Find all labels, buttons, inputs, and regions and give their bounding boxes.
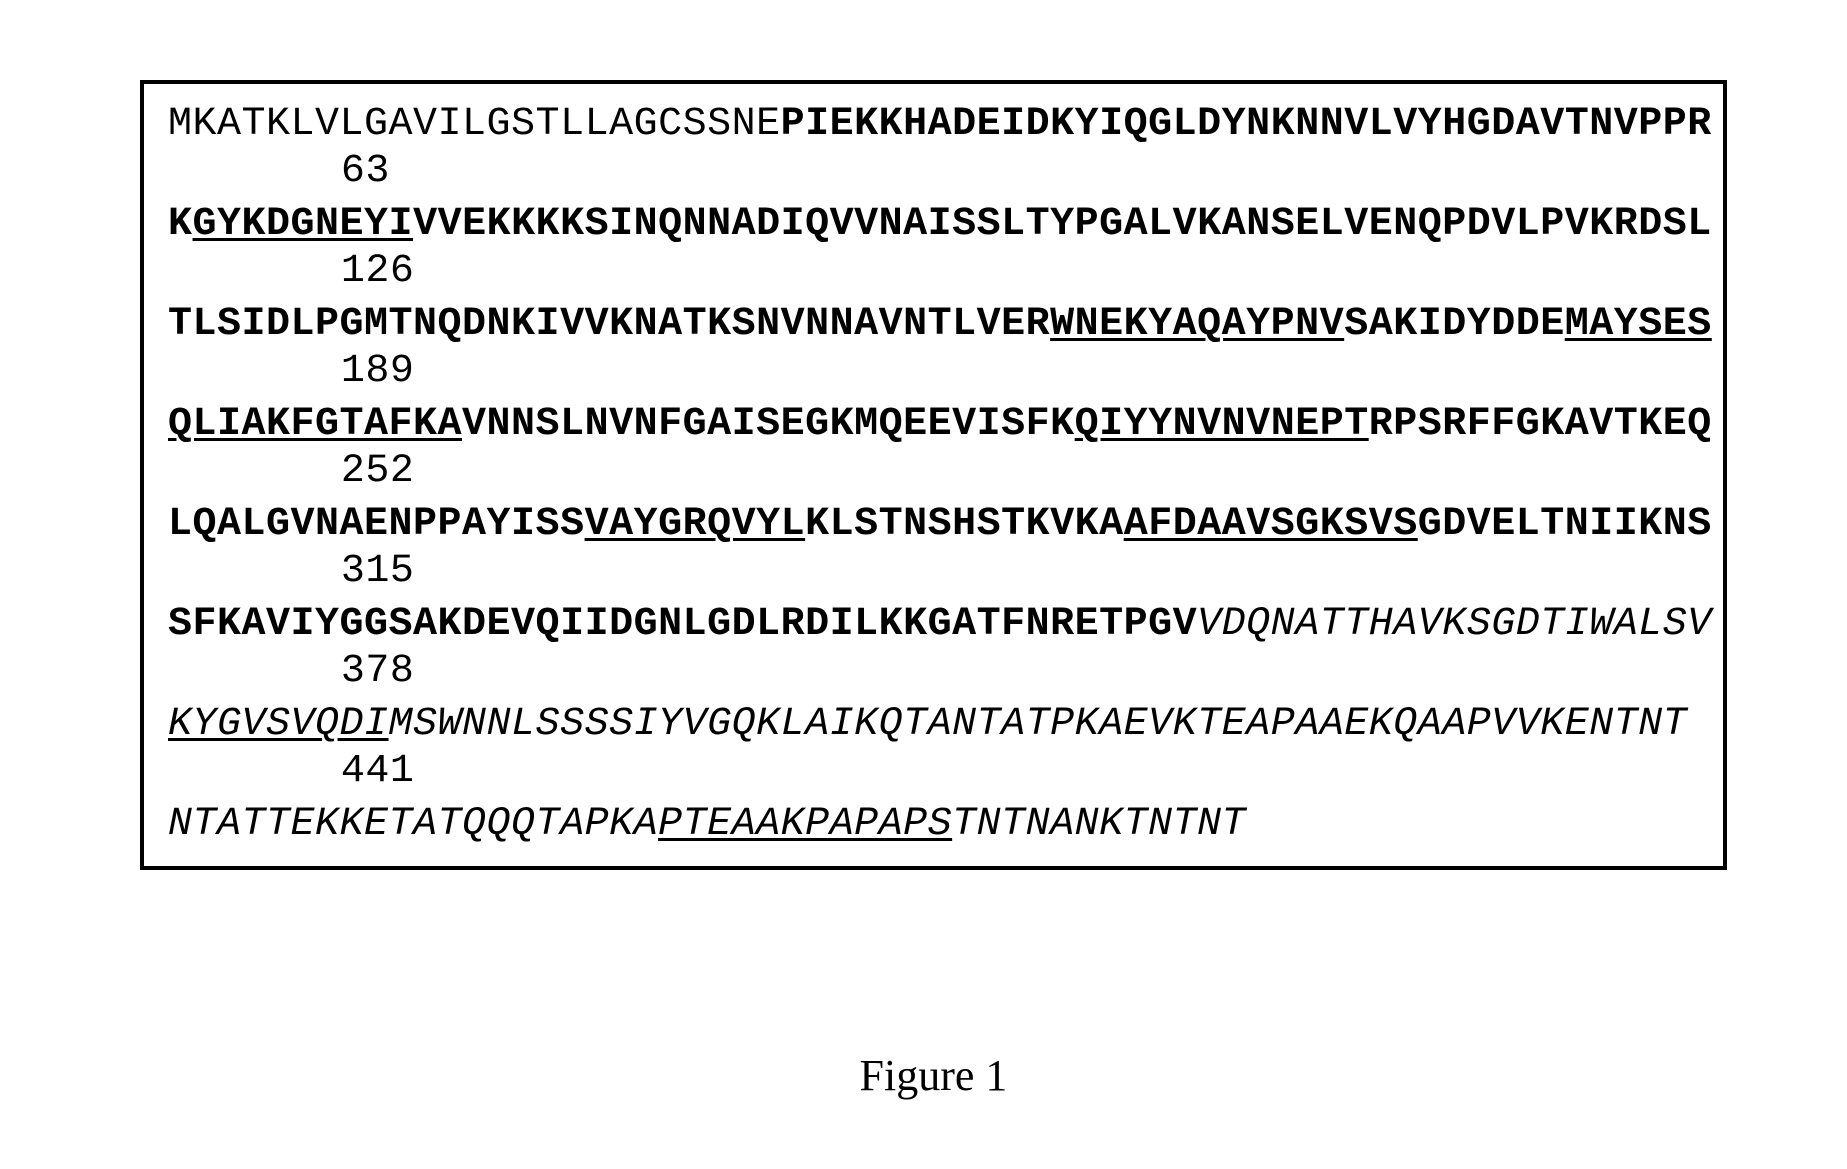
sequence-segment: K xyxy=(168,202,193,247)
sequence-segment: GYKDGNEYI xyxy=(193,202,414,247)
sequence-segment: VAYGRQVYL xyxy=(585,502,806,547)
sequence-segment: VNNSLNVNFGAISEGKMQEEVISFK xyxy=(462,402,1075,447)
sequence-line: SFKAVIYGGSAKDEVQIIDGNLGDLRDILKKGATFNRETP… xyxy=(168,600,1699,650)
sequence-segment: WNEKYAQAYPNV xyxy=(1050,302,1344,347)
sequence-segment: QLIAKFGTAFKA xyxy=(168,402,462,447)
sequence-line: KYGVSVQDIMSWNNLSSSSIYVGQKLAIKQTANTATPKAE… xyxy=(168,700,1699,750)
sequence-row: MKATKLVLGAVILGSTLLAGCSSNEPIEKKHADEIDKYIQ… xyxy=(168,100,1699,194)
sequence-segment: GDVELTNIIKNS xyxy=(1418,502,1712,547)
sequence-row: SFKAVIYGGSAKDEVQIIDGNLGDLRDILKKGATFNRETP… xyxy=(168,600,1699,694)
sequence-segment: NTATTEKKETATQQQTAPKA xyxy=(168,802,658,847)
sequence-segment: SAKIDYDDE xyxy=(1344,302,1565,347)
sequence-segment: MSWNNLSSSSIYVGQKLAIKQTANTATPKAEVKTEAPAAE… xyxy=(389,702,1688,747)
sequence-row: KYGVSVQDIMSWNNLSSSSIYVGQKLAIKQTANTATPKAE… xyxy=(168,700,1699,794)
sequence-segment: PTEAAKPAPAPS xyxy=(658,802,952,847)
sequence-segment: MKATKLVLGAVILGSTLLAGCSSNE xyxy=(168,102,781,147)
sequence-segment: TLSIDLPGMTNQDNKIVVKNATKSNVNNAVNTLVER xyxy=(168,302,1050,347)
sequence-segment: KYGVSVQDI xyxy=(168,702,389,747)
sequence-segment: SFKAVIYGGSAKDEVQIIDGNLGDLRDILKKGATFNRETP… xyxy=(168,602,1197,647)
position-number: 315 xyxy=(341,550,1699,594)
sequence-segment: VDQNATTHAVKSGDTIWALSV xyxy=(1197,602,1712,647)
sequence-segment: LQALGVNAENPPAYISS xyxy=(168,502,585,547)
sequence-row: NTATTEKKETATQQQTAPKAPTEAAKPAPAPSTNTNANKT… xyxy=(168,800,1699,850)
sequence-line: LQALGVNAENPPAYISSVAYGRQVYLKLSTNSHSTKVKAA… xyxy=(168,500,1699,550)
position-number: 63 xyxy=(341,150,1699,194)
sequence-segment: AFDAAVSGKSVS xyxy=(1124,502,1418,547)
position-number: 126 xyxy=(341,250,1699,294)
sequence-segment: PIEKKHADEIDKYIQGLDYNKNNVLVYHGDAVTNVPPR xyxy=(781,102,1712,147)
sequence-line: KGYKDGNEYIVVEKKKKSINQNNADIQVVNAISSLTYPGA… xyxy=(168,200,1699,250)
position-number: 441 xyxy=(341,750,1699,794)
sequence-line: TLSIDLPGMTNQDNKIVVKNATKSNVNNAVNTLVERWNEK… xyxy=(168,300,1699,350)
position-number: 189 xyxy=(341,350,1699,394)
figure-page: MKATKLVLGAVILGSTLLAGCSSNEPIEKKHADEIDKYIQ… xyxy=(0,0,1847,1141)
sequence-line: NTATTEKKETATQQQTAPKAPTEAAKPAPAPSTNTNANKT… xyxy=(168,800,1699,850)
sequence-segment: QIYYNVNVNEPT xyxy=(1075,402,1369,447)
position-number: 252 xyxy=(341,450,1699,494)
sequence-rows-container: MKATKLVLGAVILGSTLLAGCSSNEPIEKKHADEIDKYIQ… xyxy=(168,100,1699,850)
sequence-line: QLIAKFGTAFKAVNNSLNVNFGAISEGKMQEEVISFKQIY… xyxy=(168,400,1699,450)
sequence-segment: RPSRFFGKAVTKEQ xyxy=(1369,402,1712,447)
sequence-segment: MAYSES xyxy=(1565,302,1712,347)
sequence-segment: VVEKKKKSINQNNADIQVVNAISSLTYPGALVKANSELVE… xyxy=(413,202,1712,247)
sequence-row: TLSIDLPGMTNQDNKIVVKNATKSNVNNAVNTLVERWNEK… xyxy=(168,300,1699,394)
sequence-row: KGYKDGNEYIVVEKKKKSINQNNADIQVVNAISSLTYPGA… xyxy=(168,200,1699,294)
sequence-box: MKATKLVLGAVILGSTLLAGCSSNEPIEKKHADEIDKYIQ… xyxy=(140,80,1727,870)
sequence-row: QLIAKFGTAFKAVNNSLNVNFGAISEGKMQEEVISFKQIY… xyxy=(168,400,1699,494)
sequence-row: LQALGVNAENPPAYISSVAYGRQVYLKLSTNSHSTKVKAA… xyxy=(168,500,1699,594)
sequence-segment: TNTNANKTNTNT xyxy=(952,802,1246,847)
figure-caption: Figure 1 xyxy=(140,1050,1727,1101)
position-number: 378 xyxy=(341,650,1699,694)
sequence-segment: KLSTNSHSTKVKA xyxy=(805,502,1124,547)
sequence-line: MKATKLVLGAVILGSTLLAGCSSNEPIEKKHADEIDKYIQ… xyxy=(168,100,1699,150)
